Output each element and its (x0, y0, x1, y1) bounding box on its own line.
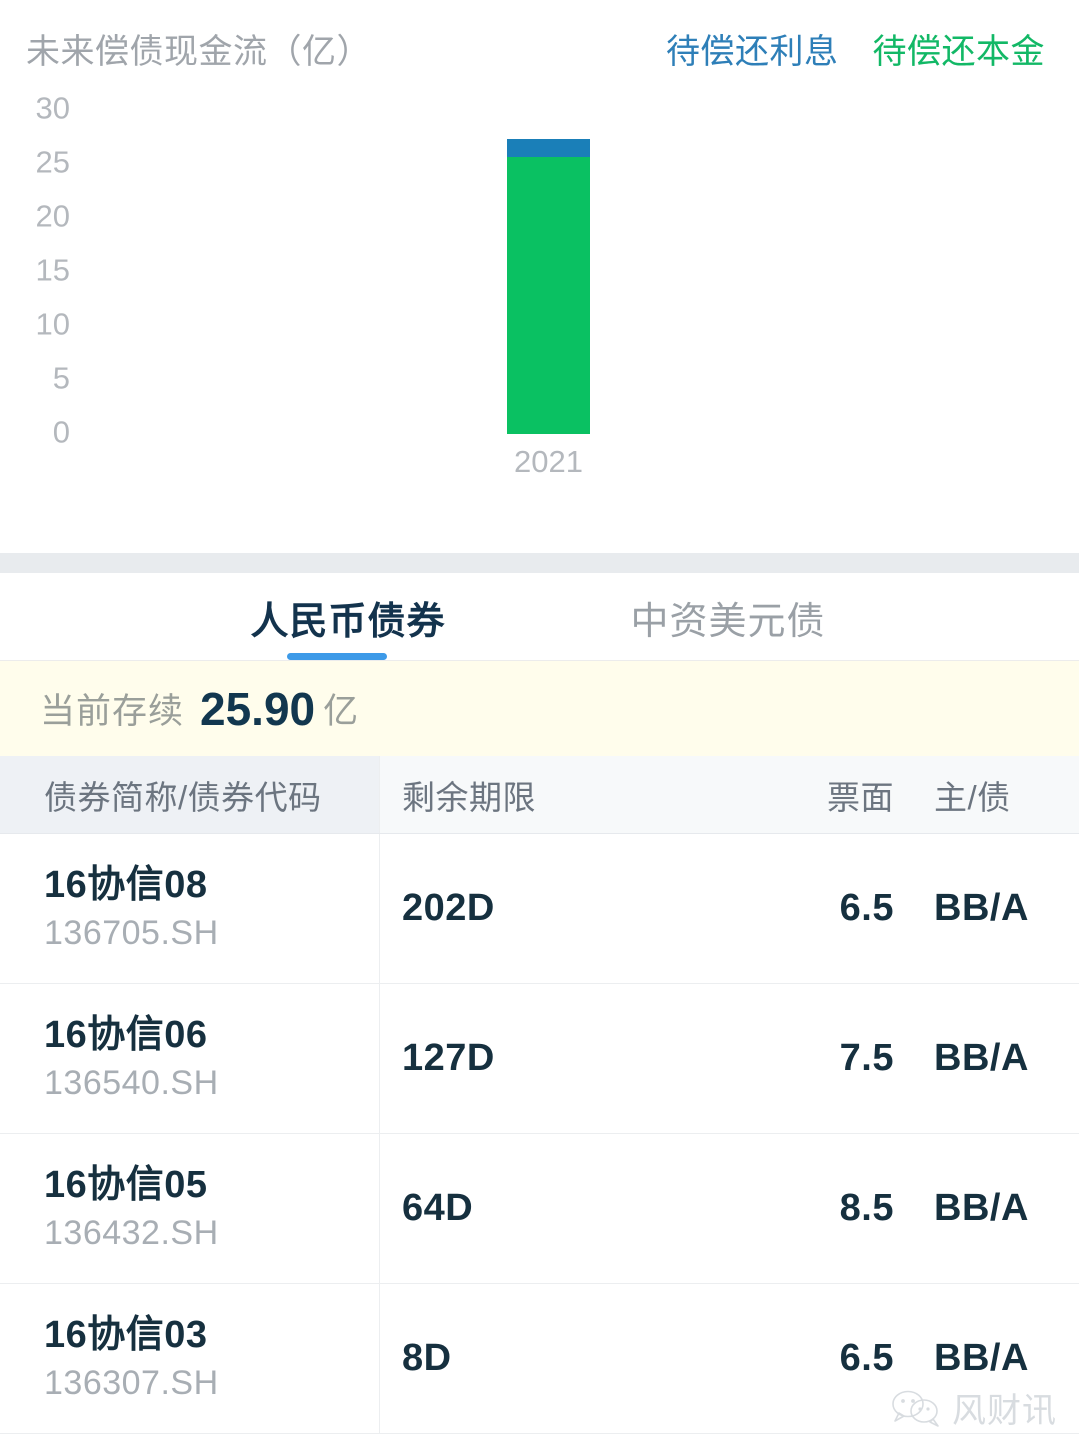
bar-segment-interest-2021[interactable] (507, 139, 590, 157)
cell-group-rest: 64D 8.5 BB/A (380, 1134, 1079, 1283)
debt-cashflow-chart-panel: 未来偿债现金流（亿） 待偿还利息 待偿还本金 30 25 20 15 10 5 … (0, 0, 1079, 553)
outstanding-label: 当前存续 (40, 692, 185, 731)
header-label-bond-name: 债券简称/债券代码 (44, 778, 322, 816)
y-tick-15: 15 (35, 252, 70, 288)
bond-short-name: 16协信05 (44, 1163, 208, 1206)
bond-rating-value: BB/A (934, 1337, 1029, 1379)
chart-legend: 待偿还利息 待偿还本金 (666, 24, 1045, 73)
header-cell-rating: 主/债 (920, 771, 1079, 819)
bond-table: 债券简称/债券代码 剩余期限 票面 主/债 16协信08 136705.SH 2… (0, 756, 1079, 1434)
cell-group-rest: 202D 6.5 BB/A (380, 834, 1079, 983)
y-axis: 30 25 20 15 10 5 0 (0, 90, 70, 448)
y-tick-25: 25 (35, 144, 70, 180)
chart-plot-area: 30 25 20 15 10 5 0 2021 (0, 92, 1079, 512)
outstanding-unit: 亿 (323, 692, 359, 731)
section-divider (0, 553, 1079, 573)
outstanding-value: 25.90 (200, 682, 316, 735)
table-row[interactable]: 16协信08 136705.SH 202D 6.5 BB/A (0, 834, 1079, 984)
bond-code: 136307.SH (44, 1364, 219, 1403)
cell-coupon: 8.5 (700, 1187, 920, 1230)
cell-rating: BB/A (920, 1337, 1079, 1380)
bond-term-value: 8D (402, 1337, 452, 1379)
x-axis: 2021 (70, 444, 1079, 492)
header-label-rating: 主/债 (934, 778, 1011, 816)
bond-code: 136705.SH (44, 914, 219, 953)
header-label-term: 剩余期限 (402, 778, 536, 816)
table-header-row: 债券简称/债券代码 剩余期限 票面 主/债 (0, 756, 1079, 834)
y-tick-5: 5 (52, 360, 70, 396)
bars-area (70, 92, 1079, 434)
header-cell-bond-name: 债券简称/债券代码 (0, 756, 380, 833)
tab-usd-bond[interactable]: 中资美元债 (630, 600, 826, 643)
header-cells-rest: 剩余期限 票面 主/债 (380, 756, 1079, 833)
bond-term-value: 127D (402, 1037, 495, 1079)
bond-type-tabs: 人民币债券 中资美元债 (0, 573, 1079, 661)
header-label-coupon: 票面 (827, 778, 894, 816)
y-tick-10: 10 (35, 306, 70, 342)
table-row[interactable]: 16协信03 136307.SH 8D 6.5 BB/A (0, 1284, 1079, 1434)
legend-item-principal[interactable]: 待偿还本金 (872, 33, 1045, 71)
bond-rating-value: BB/A (934, 1187, 1029, 1229)
table-row[interactable]: 16协信06 136540.SH 127D 7.5 BB/A (0, 984, 1079, 1134)
table-row[interactable]: 16协信05 136432.SH 64D 8.5 BB/A (0, 1134, 1079, 1284)
cell-term: 8D (380, 1337, 700, 1380)
bond-short-name: 16协信06 (44, 1013, 208, 1056)
chart-title: 未来偿债现金流（亿） (26, 33, 371, 71)
bond-coupon-value: 8.5 (839, 1187, 894, 1229)
bond-code: 136432.SH (44, 1214, 219, 1253)
outstanding-summary-banner: 当前存续 25.90 亿 (0, 661, 1079, 756)
y-tick-30: 30 (35, 90, 70, 126)
bar-segment-principal-2021[interactable] (507, 157, 590, 434)
legend-item-interest[interactable]: 待偿还利息 (666, 33, 839, 71)
cell-term: 202D (380, 887, 700, 930)
cell-coupon: 6.5 (700, 887, 920, 930)
cell-group-rest: 127D 7.5 BB/A (380, 984, 1079, 1133)
bar-stack-2021[interactable] (507, 92, 590, 434)
header-cell-term: 剩余期限 (380, 771, 700, 819)
bond-coupon-value: 6.5 (839, 887, 894, 929)
bond-coupon-value: 7.5 (839, 1037, 894, 1079)
cell-group-rest: 8D 6.5 BB/A (380, 1284, 1079, 1433)
cell-coupon: 6.5 (700, 1337, 920, 1380)
cell-bond-name[interactable]: 16协信06 136540.SH (0, 984, 380, 1133)
cell-bond-name[interactable]: 16协信05 136432.SH (0, 1134, 380, 1283)
bond-short-name: 16协信08 (44, 863, 208, 906)
y-tick-20: 20 (35, 198, 70, 234)
bond-coupon-value: 6.5 (839, 1337, 894, 1379)
cell-rating: BB/A (920, 887, 1079, 930)
x-tick-2021: 2021 (514, 444, 583, 479)
cell-bond-name[interactable]: 16协信08 136705.SH (0, 834, 380, 983)
bond-rating-value: BB/A (934, 887, 1029, 929)
bond-term-value: 202D (402, 887, 495, 929)
cell-rating: BB/A (920, 1037, 1079, 1080)
bond-rating-value: BB/A (934, 1037, 1029, 1079)
header-cell-coupon: 票面 (700, 771, 920, 819)
cell-coupon: 7.5 (700, 1037, 920, 1080)
cell-term: 127D (380, 1037, 700, 1080)
bond-short-name: 16协信03 (44, 1313, 208, 1356)
cell-bond-name[interactable]: 16协信03 136307.SH (0, 1284, 380, 1433)
tab-rmb-bond[interactable]: 人民币债券 (250, 600, 446, 643)
cell-term: 64D (380, 1187, 700, 1230)
cell-rating: BB/A (920, 1187, 1079, 1230)
chart-header: 未来偿债现金流（亿） 待偿还利息 待偿还本金 (0, 24, 1079, 76)
tab-active-indicator (287, 653, 387, 660)
bond-term-value: 64D (402, 1187, 474, 1229)
bond-code: 136540.SH (44, 1064, 219, 1103)
y-tick-0: 0 (52, 414, 70, 450)
